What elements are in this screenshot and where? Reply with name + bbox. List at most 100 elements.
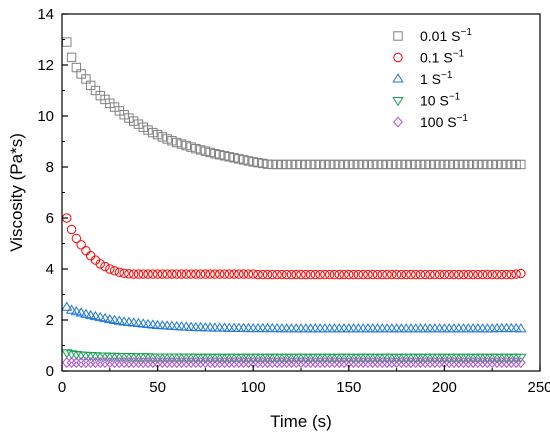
series-4-markers (61, 357, 526, 369)
data-point (492, 159, 502, 170)
data-point (291, 159, 301, 170)
data-point (95, 259, 105, 269)
data-point (114, 357, 125, 369)
data-point (233, 322, 245, 332)
data-point (348, 269, 359, 280)
data-point (233, 357, 244, 369)
data-point (324, 159, 335, 170)
data-point (262, 159, 273, 169)
data-point (481, 323, 494, 333)
data-point (162, 134, 172, 144)
data-point (66, 52, 77, 63)
data-point (381, 323, 393, 333)
data-point (194, 321, 207, 332)
data-point (109, 266, 120, 276)
data-point (296, 159, 306, 170)
data-point (390, 323, 403, 333)
data-point (243, 156, 254, 166)
data-point (210, 357, 220, 369)
data-point (262, 269, 273, 280)
data-point (291, 269, 301, 280)
data-point (371, 323, 384, 333)
data-point (386, 323, 398, 333)
data-point (81, 245, 91, 256)
data-point (372, 269, 383, 280)
data-point (344, 269, 354, 280)
data-point (468, 159, 478, 170)
data-point (339, 269, 349, 280)
data-point (71, 357, 82, 369)
data-point (516, 159, 526, 170)
data-point (301, 269, 311, 280)
y-tick-label: 10 (37, 108, 54, 125)
x-tick-label: 100 (241, 379, 266, 396)
data-point (329, 357, 340, 369)
data-point (243, 357, 254, 369)
data-point (224, 152, 235, 162)
data-point (454, 159, 464, 170)
data-point (472, 323, 484, 333)
data-point (353, 159, 364, 170)
data-point (143, 357, 153, 369)
data-point (477, 357, 488, 369)
data-point (358, 357, 369, 369)
data-point (497, 269, 507, 280)
data-point (362, 323, 374, 333)
data-point (329, 159, 340, 170)
data-point (286, 269, 297, 280)
x-axis-title: Time (s) (270, 412, 332, 431)
data-point (368, 269, 378, 280)
y-tick-label: 12 (37, 57, 54, 74)
data-point (124, 113, 134, 123)
data-point (234, 154, 244, 164)
data-point (420, 357, 431, 369)
data-point (238, 155, 249, 165)
data-point (61, 301, 73, 311)
data-point (76, 240, 86, 250)
series-3-markers (61, 349, 527, 363)
data-point (286, 357, 297, 369)
data-point (90, 85, 101, 96)
data-point (406, 159, 416, 170)
y-tick-label: 14 (37, 6, 54, 23)
data-point (339, 357, 349, 369)
data-point (305, 159, 316, 170)
data-point (133, 269, 144, 279)
data-point (516, 268, 526, 279)
data-point (61, 349, 73, 359)
y-tick-label: 0 (46, 363, 54, 380)
data-point (323, 323, 336, 333)
data-point (71, 62, 82, 73)
data-point (468, 269, 478, 280)
data-point (114, 267, 125, 278)
data-point (387, 159, 397, 170)
data-point (104, 357, 115, 369)
data-point (191, 143, 201, 154)
data-point (148, 127, 158, 138)
data-point (415, 159, 426, 170)
data-point (229, 153, 239, 163)
data-point (425, 159, 435, 170)
data-point (511, 269, 521, 279)
data-point (257, 322, 269, 333)
data-point (148, 269, 158, 279)
data-point (500, 322, 513, 333)
data-point (124, 269, 134, 279)
data-point (162, 269, 172, 279)
data-point (329, 269, 340, 280)
data-point (90, 357, 101, 369)
data-point (272, 269, 282, 280)
data-point (395, 323, 408, 333)
data-point (219, 151, 230, 161)
data-point (310, 357, 321, 369)
data-point (477, 269, 488, 280)
data-point (454, 269, 464, 280)
data-point (65, 304, 78, 314)
y-tick-label: 2 (46, 312, 54, 329)
data-point (482, 269, 493, 280)
data-point (406, 357, 416, 369)
data-point (200, 357, 211, 369)
data-point (295, 323, 307, 333)
legend-label: 0.1 S−1 (420, 49, 465, 66)
data-point (271, 322, 283, 333)
